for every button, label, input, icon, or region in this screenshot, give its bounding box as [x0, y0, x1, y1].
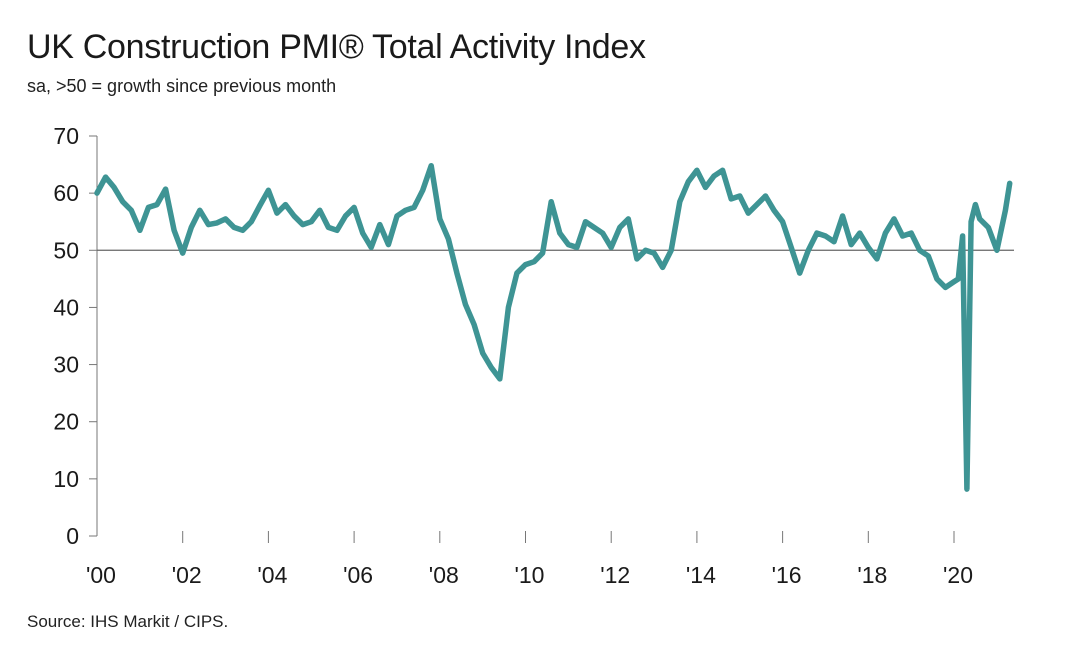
chart-series — [94, 162, 1013, 492]
x-tick-label: '04 — [257, 562, 287, 588]
x-tick-label: '10 — [515, 562, 545, 588]
y-tick-label: 10 — [53, 466, 79, 492]
y-tick-label: 20 — [53, 409, 79, 435]
chart-source: Source: IHS Markit / CIPS. — [27, 612, 229, 631]
chart-axes: 0 10 20 30 40 50 60 70 '00 '02 '04 '06 '08 '10 '12 '14 '… — [53, 123, 1014, 588]
y-tick-label: 70 — [53, 123, 79, 149]
x-tick-label: '12 — [600, 562, 630, 588]
x-tick-label: '02 — [172, 562, 202, 588]
x-tick-label: '18 — [857, 562, 887, 588]
x-tick-label: '06 — [343, 562, 373, 588]
chart-title: UK Construction PMI® Total Activity Inde… — [27, 28, 646, 66]
chart-subtitle: sa, >50 = growth since previous month — [27, 76, 337, 96]
x-tick-label: '20 — [943, 562, 973, 588]
y-tick-label: 30 — [53, 352, 79, 378]
x-tick-label: '14 — [686, 562, 716, 588]
x-tick-label: '08 — [429, 562, 459, 588]
x-tick-label: '00 — [86, 562, 116, 588]
y-tick-label: 40 — [53, 294, 79, 320]
y-tick-label: 60 — [53, 180, 79, 206]
x-tick-label: '16 — [772, 562, 802, 588]
pmi-series-line — [94, 162, 1013, 492]
y-tick-label: 50 — [53, 237, 79, 263]
y-tick-label: 0 — [66, 523, 79, 549]
